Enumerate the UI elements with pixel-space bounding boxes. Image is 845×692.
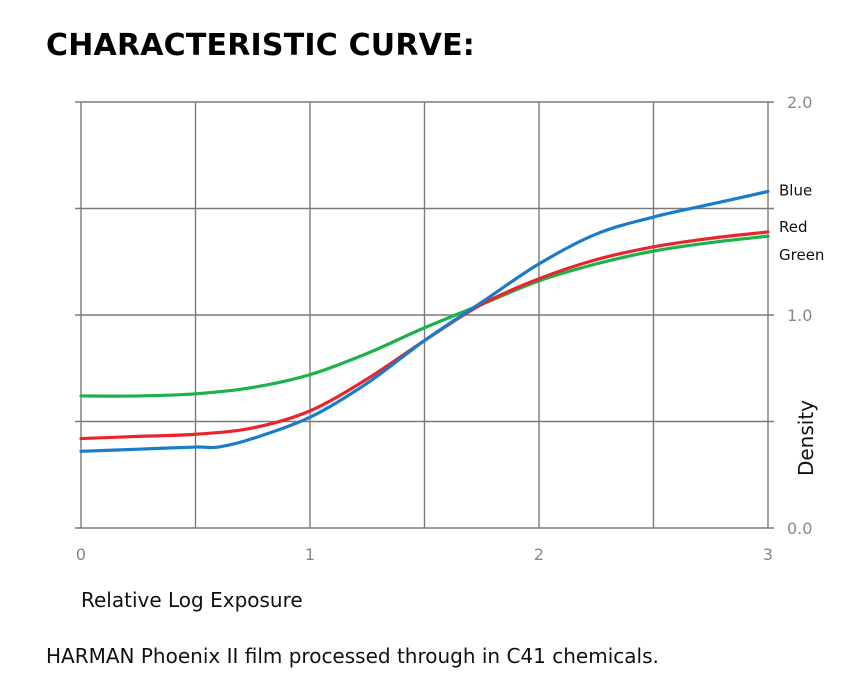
x-tick-label: 2 [534, 545, 544, 564]
chart-title: CHARACTERISTIC CURVE: [46, 28, 475, 63]
series-label-blue: Blue [779, 181, 812, 199]
series-line-green [79, 234, 770, 398]
series-label-green: Green [779, 246, 824, 264]
x-tick-labels: 0 1 2 3 [76, 545, 773, 564]
y-tick-label: 0.0 [787, 519, 812, 538]
grid [75, 101, 774, 529]
x-tick-label: 0 [76, 545, 86, 564]
series-lines [79, 189, 770, 453]
series-label-red: Red [779, 218, 808, 236]
y-tick-label: 1.0 [787, 306, 812, 325]
y-tick-label: 2.0 [787, 93, 812, 112]
x-tick-label: 3 [763, 545, 773, 564]
x-tick-label: 1 [305, 545, 315, 564]
figure-caption: HARMAN Phoenix II film processed through… [46, 644, 659, 668]
series-line-blue [79, 189, 770, 453]
y-tick-labels: 0.0 1.0 2.0 [787, 93, 812, 538]
x-axis-label: Relative Log Exposure [81, 588, 303, 612]
y-axis-label: Density [794, 400, 818, 476]
series-labels: Blue Red Green [779, 181, 824, 264]
